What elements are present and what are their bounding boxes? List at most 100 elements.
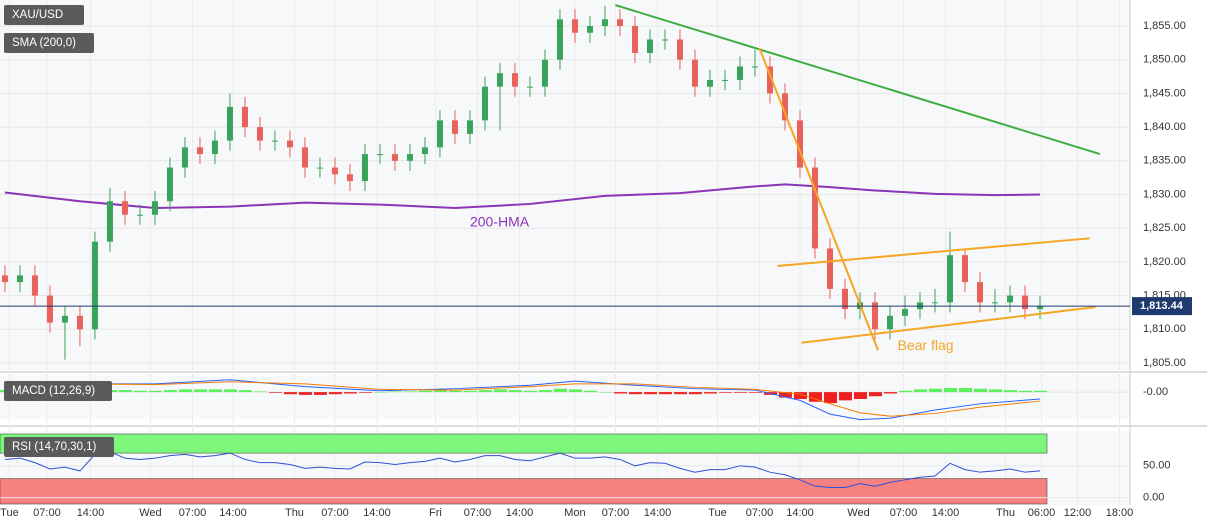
candle-body xyxy=(256,127,263,141)
candle-body xyxy=(811,167,818,249)
histogram-bar xyxy=(1003,390,1017,393)
histogram-bar xyxy=(748,392,762,393)
current-price-box xyxy=(1132,297,1192,316)
y-tick-label: 1,850.00 xyxy=(1143,54,1186,66)
histogram-bar xyxy=(328,392,342,395)
current-price-label: 1,813.44 xyxy=(1140,300,1184,312)
candle-body xyxy=(121,201,128,215)
histogram-bar xyxy=(838,392,852,401)
histogram-bar xyxy=(928,388,942,393)
x-tick-label: 14:00 xyxy=(644,507,672,519)
candle-body xyxy=(706,79,713,87)
histogram-bar xyxy=(688,392,702,395)
candle-body xyxy=(616,19,623,27)
candle-body xyxy=(721,79,728,81)
histogram-bar xyxy=(388,391,402,393)
candle-body xyxy=(631,26,638,53)
histogram-bar xyxy=(163,390,177,393)
x-tick-label: 14:00 xyxy=(219,507,247,519)
candle-body xyxy=(496,73,503,87)
histogram-bar xyxy=(253,391,267,393)
histogram-bar xyxy=(613,392,627,394)
candle-body xyxy=(1,275,8,283)
histogram-bar xyxy=(598,392,612,393)
candle-body xyxy=(691,59,698,87)
histogram-bar xyxy=(463,390,477,393)
candle-body xyxy=(226,106,233,141)
x-tick-label: Wed xyxy=(847,507,869,519)
main-panel xyxy=(0,0,1130,370)
candle-body xyxy=(1006,295,1013,303)
candle-body xyxy=(91,241,98,330)
x-tick-label: 18:00 xyxy=(1106,507,1134,519)
histogram-bar xyxy=(658,392,672,395)
candle-body xyxy=(376,154,383,156)
histogram-bar xyxy=(628,392,642,395)
x-tick-label: 07:00 xyxy=(602,507,630,519)
annotation: Bear flag xyxy=(897,337,953,353)
histogram-bar xyxy=(418,390,432,393)
x-tick-label: 14:00 xyxy=(786,507,814,519)
histogram-bar xyxy=(178,389,192,393)
histogram-bar xyxy=(493,389,507,393)
candle-body xyxy=(676,39,683,60)
histogram-bar xyxy=(358,392,372,393)
legend-label: XAU/USD xyxy=(12,9,63,21)
histogram-bar xyxy=(283,392,297,395)
candle-body xyxy=(451,120,458,134)
histogram-bar xyxy=(958,388,972,393)
candle-body xyxy=(76,315,83,330)
histogram-bar xyxy=(868,392,882,397)
y-tick-label: 1,840.00 xyxy=(1143,121,1186,133)
trendline xyxy=(777,237,1090,267)
candle-body xyxy=(946,255,953,303)
rsi-band xyxy=(0,478,1048,505)
x-tick-label: 14:00 xyxy=(506,507,534,519)
hma-line xyxy=(4,183,1041,209)
y-tick-label: 0.00 xyxy=(1143,492,1164,504)
candle-body xyxy=(931,302,938,304)
histogram-bar xyxy=(853,392,867,399)
candle-body xyxy=(601,19,608,27)
x-tick-label: 07:00 xyxy=(464,507,492,519)
candle-body xyxy=(241,106,248,128)
y-tick-label: 1,810.00 xyxy=(1143,323,1186,335)
candle-body xyxy=(871,302,878,330)
legend-box xyxy=(4,33,94,53)
candle-body xyxy=(301,147,308,168)
candle-body xyxy=(406,154,413,161)
x-tick-label: 07:00 xyxy=(33,507,61,519)
trendline xyxy=(758,47,879,351)
candle-body xyxy=(571,19,578,33)
candle-body xyxy=(781,93,788,121)
x-tick-label: Thu xyxy=(285,507,304,519)
histogram-bar xyxy=(208,389,222,393)
histogram-bar xyxy=(883,392,897,394)
y-tick-label: 1,855.00 xyxy=(1143,20,1186,32)
histogram-bar xyxy=(973,388,987,393)
histogram-bar xyxy=(448,390,462,393)
x-tick-label: Thu xyxy=(996,507,1015,519)
candle-body xyxy=(991,302,998,304)
x-tick-label: Wed xyxy=(139,507,161,519)
histogram-bar xyxy=(673,392,687,395)
rsi-band xyxy=(0,433,1048,454)
candle-body xyxy=(331,167,338,175)
candle-body xyxy=(826,248,833,289)
histogram-bar xyxy=(238,390,252,393)
histogram-bar xyxy=(703,392,717,394)
candle-body xyxy=(661,39,668,41)
y-tick-label: 1,835.00 xyxy=(1143,155,1186,167)
legend-box xyxy=(4,5,84,25)
candle-body xyxy=(346,174,353,182)
x-tick-label: 06:00 xyxy=(1028,507,1056,519)
histogram-bar xyxy=(568,389,582,393)
candle-body xyxy=(271,140,278,142)
candle-body xyxy=(46,295,53,323)
candle-body xyxy=(436,120,443,148)
candle-body xyxy=(181,147,188,168)
x-tick-label: 07:00 xyxy=(746,507,774,519)
candle-body xyxy=(136,214,143,216)
histogram-bar xyxy=(223,389,237,393)
